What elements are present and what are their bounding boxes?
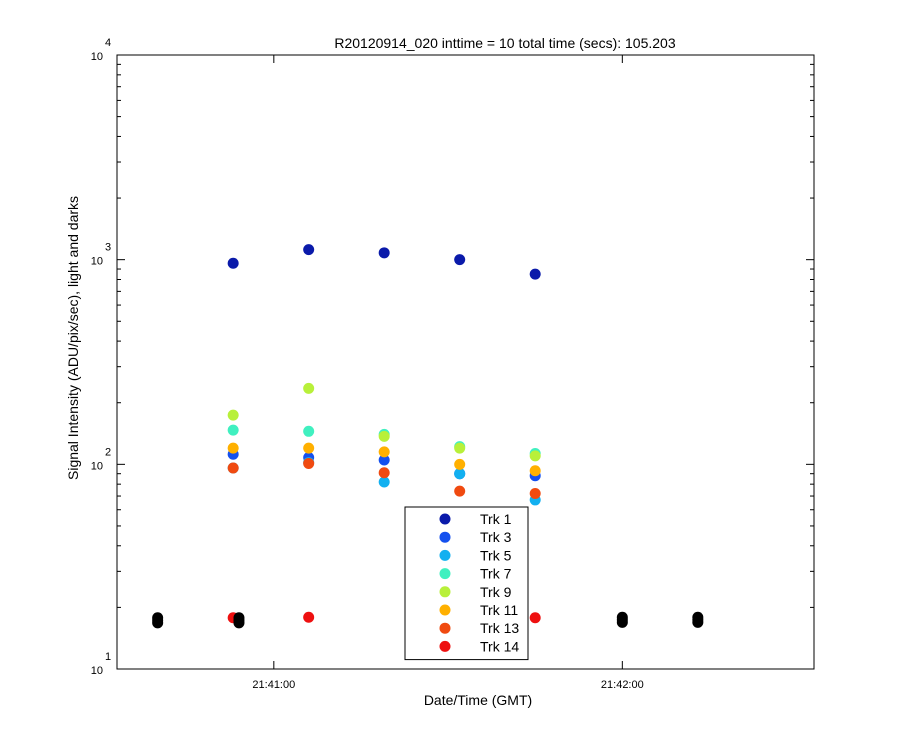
data-point (378, 476, 390, 488)
chart-title: R20120914_020 inttime = 10 total time (s… (334, 35, 675, 51)
data-point (454, 485, 466, 497)
data-point (227, 442, 239, 454)
legend-label: Trk 11 (480, 602, 518, 618)
data-point (227, 409, 239, 421)
data-point (227, 424, 239, 436)
y-tick-label: 10 (91, 256, 103, 268)
legend-label: Trk 13 (480, 620, 519, 636)
data-point (529, 268, 541, 280)
y-tick-label-exponent: 2 (105, 446, 111, 458)
legend-label: Trk 3 (480, 529, 512, 545)
x-tick-label: 21:42:00 (601, 679, 644, 691)
x-axis-label: Date/Time (GMT) (424, 692, 532, 708)
y-tick-label: 10 (91, 665, 103, 677)
y-tick-label: 10 (91, 460, 103, 472)
x-tick-label: 21:41:00 (252, 679, 295, 691)
data-point (303, 382, 315, 394)
legend-marker (439, 604, 451, 616)
legend: Trk 1 Trk 3 Trk 5 Trk 7 Trk 9 Trk 11 Trk 13 Trk… (404, 506, 529, 661)
series-trk-1 (227, 244, 541, 280)
legend-marker (439, 549, 451, 561)
data-point (378, 467, 390, 479)
data-point (378, 247, 390, 259)
legend-marker (439, 586, 451, 598)
legend-marker (439, 640, 451, 652)
data-point (692, 611, 704, 623)
data-point (378, 446, 390, 458)
legend-label: Trk 7 (480, 566, 512, 582)
data-point (454, 442, 466, 454)
data-point (529, 488, 541, 500)
legend-marker (439, 568, 451, 580)
data-point (529, 450, 541, 462)
legend-marker (439, 531, 451, 543)
series-trk-9 (227, 382, 541, 462)
data-point (378, 430, 390, 442)
series-dark-frames (152, 611, 704, 629)
data-point (303, 244, 315, 256)
data-point (303, 457, 315, 469)
series-layer (152, 244, 704, 629)
y-tick-label-exponent: 3 (105, 242, 111, 254)
data-point (454, 254, 466, 266)
data-point (303, 611, 315, 623)
y-axis-label: Signal Intensity (ADU/pix/sec), light an… (65, 196, 81, 480)
data-point (303, 425, 315, 437)
data-point (378, 454, 390, 466)
legend-label: Trk 5 (480, 547, 512, 563)
data-point (233, 612, 245, 624)
y-tick-label: 10 (91, 51, 103, 63)
y-tick-label-exponent: 4 (105, 37, 111, 49)
data-point (454, 468, 466, 480)
legend-label: Trk 14 (480, 638, 519, 654)
legend-marker (439, 513, 451, 525)
data-point (454, 458, 466, 470)
data-point (227, 257, 239, 269)
data-point (529, 465, 541, 477)
data-point (303, 442, 315, 454)
legend-label: Trk 9 (480, 584, 512, 600)
data-point (529, 612, 541, 624)
series-trk-11 (227, 442, 541, 477)
data-point (152, 612, 164, 624)
legend-box (404, 506, 529, 661)
legend-marker (439, 622, 451, 634)
data-point (227, 462, 239, 474)
legend-label: Trk 1 (480, 511, 512, 527)
series-trk-13 (227, 457, 541, 500)
data-point (616, 611, 628, 623)
y-tick-label-exponent: 1 (105, 651, 111, 663)
